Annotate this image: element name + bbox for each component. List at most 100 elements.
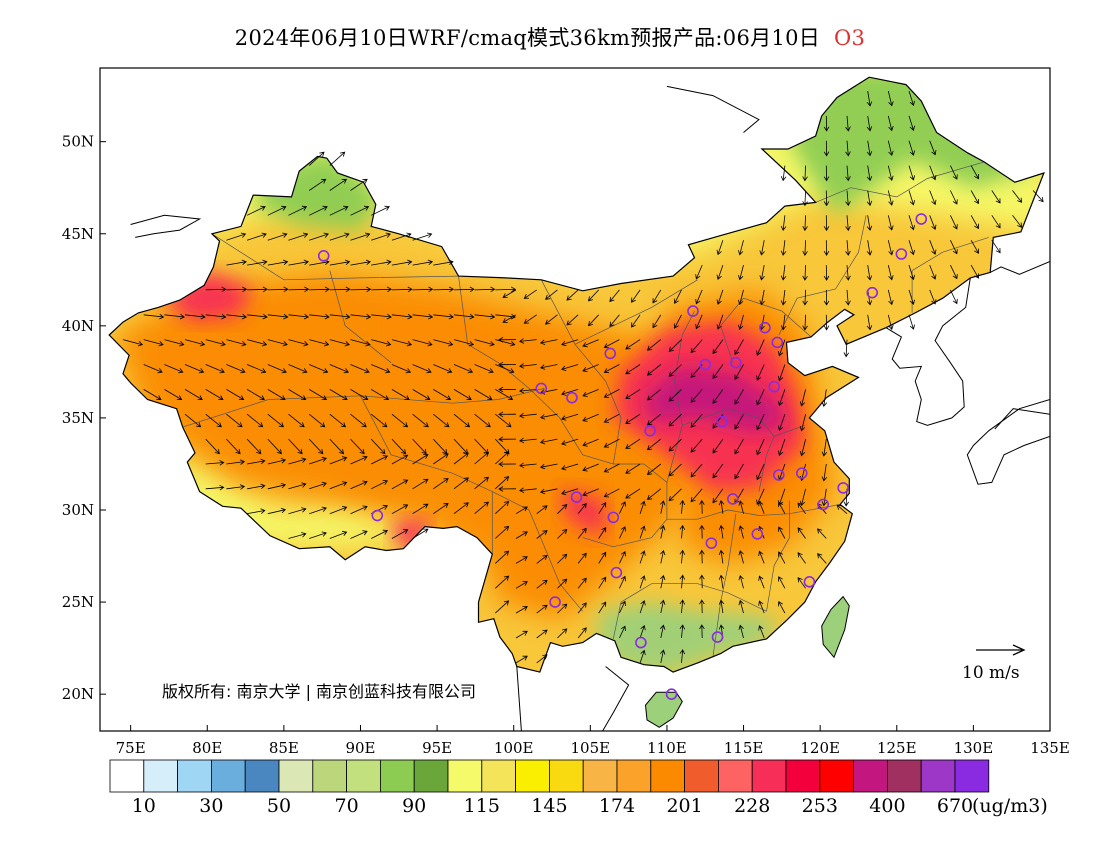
wind-arrow-icon [799,439,806,457]
wind-arrow-icon [453,339,475,347]
wind-arrow-icon [391,232,412,241]
wind-arrow-icon [350,286,372,293]
colorbar-swatch [718,759,753,793]
lon-tick-label: 120E [800,739,840,757]
wind-arrow-icon [908,90,915,107]
wind-arrow-icon [544,289,558,300]
wind-arrow-icon [288,259,309,266]
wind-arrow-icon [646,364,662,376]
wind-arrow-icon [226,413,243,428]
wind-arrow-icon [866,115,873,132]
wind-arrow-icon [205,286,227,293]
wind-arrow-icon [908,190,915,206]
wind-arrow-icon [523,314,537,324]
wind-arrow-icon [991,215,1001,229]
wind-arrow-icon [845,140,851,157]
lat-tick-label: 50N [62,133,94,151]
wind-arrow-icon [309,286,330,293]
province-boundaries [182,161,989,658]
wind-arrow-icon [639,525,646,539]
wind-arrow-icon [887,215,894,231]
wind-arrow-icon [412,232,433,241]
wind-arrow-icon [802,265,808,281]
wind-scale-arrow-icon [1012,644,1026,656]
wind-arrow-icon [712,389,724,404]
wind-arrow-icon [718,574,725,589]
wind-arrow-icon [329,389,348,400]
wind-arrow-icon [577,527,587,539]
wind-arrow-icon [582,389,599,397]
wind-arrow-icon [247,458,266,465]
wind-arrow-icon [267,458,287,465]
wind-arrow-icon [391,454,409,465]
wind-arrow-icon [205,438,220,455]
wind-arrow-icon [1012,215,1023,228]
wind-arrow-icon [536,505,548,515]
wind-arrow-icon [371,364,391,374]
wind-arrow-icon [502,314,517,323]
wind-arrow-icon [536,654,548,664]
wind-arrow-icon [950,240,958,255]
wind-arrow-icon [247,286,268,293]
wind-arrow-icon [699,574,705,589]
wind-arrow-icon [329,313,351,320]
colorbar-swatch [244,759,280,793]
wind-arrow-icon [288,482,307,490]
wind-arrow-icon [646,488,662,500]
wind-arrow-icon [660,574,666,589]
station-marker [635,636,647,649]
colorbar-swatch [582,759,618,793]
wind-arrow-icon [164,364,184,374]
wind-arrow-icon [603,463,620,473]
wind-arrow-icon [433,453,449,465]
wind-arrow-icon [609,289,620,303]
wind-arrow-icon [561,413,579,421]
wind-arrow-icon [267,364,287,374]
wind-arrow-icon [561,438,579,446]
wind-arrow-icon [350,438,365,455]
wind-arrow-icon [308,438,324,455]
wind-arrow-icon [515,506,528,515]
wind-arrow-icon [205,460,225,466]
colorbar-label: 670 [937,795,973,817]
wind-arrow-icon [433,438,448,455]
wind-arrow-icon [498,411,517,418]
wind-arrow-icon [660,599,666,614]
lon-tick-label: 105E [571,739,611,757]
wind-arrow-icon [823,314,830,331]
colorbar-swatch [143,759,179,793]
wind-arrow-icon [690,438,703,453]
wind-arrow-icon [619,575,626,589]
wind-arrow-icon [843,339,850,358]
wind-arrow-icon [712,364,724,380]
wind-arrow-icon [1012,190,1023,203]
wind-arrow-icon [778,364,786,382]
wind-arrow-icon [970,190,979,205]
wind-arrow-icon [288,389,307,400]
wind-arrow-icon [433,413,450,428]
wind-arrow-icon [557,628,568,639]
wind-arrow-icon [453,452,469,465]
wind-arrow-icon [673,289,682,304]
wind-arrow-icon [453,313,475,320]
station-marker [317,250,330,262]
wind-arrow-icon [887,190,894,206]
lat-tick-label: 45N [62,225,94,243]
wind-arrow-icon [536,629,548,639]
wind-arrow-icon [267,413,285,428]
wind-arrow-icon [433,503,449,515]
colorbar-swatch [312,759,347,793]
wind-arrow-icon [371,529,388,539]
lon-tick-label: 135E [1030,739,1070,757]
wind-arrow-icon [498,361,517,368]
wind-arrow-icon [577,577,587,589]
wind-arrow-icon [908,240,915,256]
wind-arrow-icon [673,314,682,329]
wind-arrow-icon [453,477,469,490]
colorbar-labels: 10 30 50 70 90 115 145 174 201 228 253 400 670 [132,795,973,817]
colorbar-label: 174 [599,795,635,817]
wind-arrow-icon [639,600,646,614]
wind-arrow-icon [577,552,587,564]
wind-arrow-icon [309,506,327,515]
wind-arrow-icon [679,574,686,589]
